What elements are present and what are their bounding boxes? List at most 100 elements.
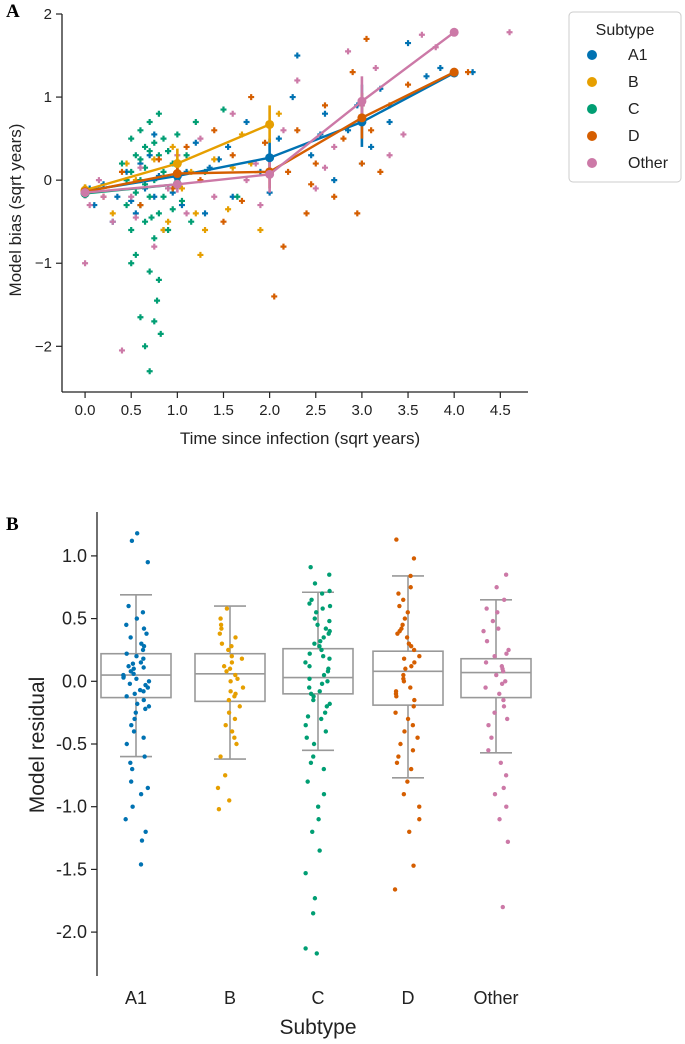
residual-point-a1 — [131, 671, 136, 676]
panel-a-letter: A — [6, 1, 20, 22]
residual-point-b — [228, 679, 233, 684]
y-tick-label: -1.5 — [56, 859, 87, 879]
legend-marker-c — [587, 104, 597, 114]
residual-point-d — [392, 887, 398, 892]
trend-marker-d — [357, 113, 367, 123]
residual-point-b — [229, 654, 234, 659]
residual-point-b — [227, 798, 232, 803]
data-point-d — [358, 160, 365, 167]
data-point-c — [157, 330, 164, 337]
residual-point-c — [317, 689, 322, 694]
data-point-d — [271, 293, 278, 300]
y-tick-label: -2.0 — [56, 922, 87, 942]
x-tick-label: 1.5 — [213, 402, 234, 419]
residual-point-a1 — [132, 691, 137, 697]
data-point-d — [211, 127, 218, 134]
residual-point-c — [314, 951, 319, 956]
residual-point-d — [395, 631, 400, 636]
residual-point-c — [303, 722, 308, 728]
data-point-c — [188, 218, 195, 225]
residual-point-b — [232, 694, 237, 699]
residual-point-a1 — [128, 635, 133, 640]
residual-point-d — [408, 585, 413, 590]
residual-point-c — [317, 848, 322, 853]
residual-point-c — [325, 669, 331, 674]
residual-point-d — [415, 735, 420, 740]
x-tick-label: 3.0 — [351, 402, 372, 419]
residual-point-a1 — [123, 817, 128, 822]
data-point-a1 — [192, 139, 199, 146]
data-point-other — [137, 164, 144, 171]
residual-point-b — [218, 622, 224, 628]
data-point-c — [160, 168, 167, 175]
data-point-c — [146, 148, 153, 155]
data-point-b — [165, 218, 172, 225]
residual-point-a1 — [146, 679, 152, 684]
residual-point-c — [325, 679, 330, 684]
residual-point-c — [308, 760, 314, 766]
data-point-c — [123, 202, 130, 209]
residual-point-other — [501, 785, 506, 791]
residual-point-b — [234, 741, 239, 747]
residual-point-d — [396, 754, 401, 759]
residual-point-a1 — [134, 531, 140, 536]
residual-point-other — [504, 716, 510, 722]
data-point-d — [465, 69, 472, 76]
residual-point-a1 — [128, 760, 133, 766]
residual-point-a1 — [145, 785, 151, 791]
residual-point-other — [484, 638, 490, 644]
residual-point-d — [410, 748, 416, 753]
residual-point-other — [497, 817, 502, 822]
x-tick-label-b: B — [224, 988, 236, 1008]
residual-point-b — [235, 676, 240, 681]
data-point-d — [405, 81, 412, 88]
data-point-other — [386, 152, 393, 159]
residual-point-c — [322, 710, 328, 715]
legend-entries: A1 BCD Other — [587, 47, 669, 172]
x-tick-label-other: Other — [473, 988, 518, 1008]
residual-point-a1 — [141, 665, 146, 670]
residual-point-c — [313, 610, 319, 615]
trend-marker-other — [265, 169, 275, 179]
y-tick-label: 0.0 — [62, 671, 87, 691]
residual-point-a1 — [131, 729, 137, 734]
residual-point-d — [401, 656, 407, 661]
residual-point-other — [503, 679, 508, 684]
residual-point-c — [310, 829, 315, 834]
residual-point-c — [324, 704, 330, 709]
data-point-a1 — [202, 210, 209, 217]
residual-point-b — [226, 647, 231, 653]
residual-point-c — [327, 603, 333, 609]
x-tick-label: 0.0 — [75, 402, 96, 419]
legend-marker-a1 — [587, 50, 597, 60]
data-point-other — [151, 243, 158, 250]
residual-point-d — [394, 537, 399, 542]
residual-point-c — [303, 660, 308, 665]
panel-a-x-axis-title: Time since infection (sqrt years) — [180, 429, 420, 448]
residual-point-b — [232, 735, 237, 740]
residual-point-a1 — [141, 689, 146, 694]
data-point-c — [128, 135, 135, 142]
residual-point-a1 — [131, 666, 136, 671]
residual-point-c — [327, 572, 332, 577]
data-point-c — [148, 214, 155, 221]
data-point-b — [197, 251, 204, 258]
residual-point-a1 — [144, 631, 149, 636]
data-point-other — [118, 347, 125, 354]
trend-marker-other — [357, 96, 367, 106]
x-tick-label: 3.5 — [398, 402, 419, 419]
residual-point-a1 — [124, 622, 129, 628]
residual-point-a1 — [129, 766, 135, 772]
data-point-b — [109, 210, 116, 217]
panel-b-y-axis-title: Model residual — [26, 677, 49, 814]
data-point-b — [178, 185, 185, 192]
data-point-c — [132, 152, 139, 159]
residual-point-a1 — [129, 722, 134, 728]
residual-point-a1 — [128, 669, 133, 674]
residual-point-b — [229, 643, 234, 649]
residual-point-d — [407, 829, 412, 834]
residual-point-c — [312, 896, 318, 901]
data-point-c — [234, 193, 241, 200]
data-point-c — [137, 314, 144, 321]
box-other — [460, 657, 532, 699]
